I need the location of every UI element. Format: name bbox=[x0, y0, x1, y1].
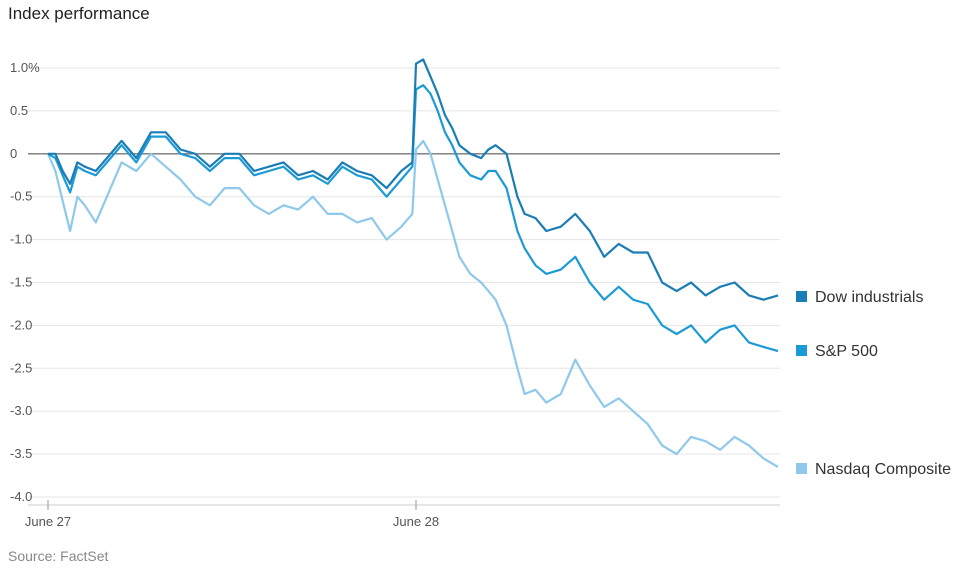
y-tick-label: -4.0 bbox=[10, 489, 32, 504]
y-tick-label: 0.5 bbox=[10, 103, 28, 118]
y-tick-label: 1.0% bbox=[10, 60, 40, 75]
y-axis-ticks: 1.0% 0.5 0 -0.5 -1.0 -1.5 -2.0 -2.5 -3.0 -3.5 -4.0 bbox=[10, 60, 40, 504]
source-note: Source: FactSet bbox=[8, 548, 109, 564]
legend: Dow industrials S&P 500 Nasdaq Composite bbox=[796, 289, 951, 478]
y-tick-label: 0 bbox=[10, 146, 17, 161]
series-line-s-p-500 bbox=[47, 84, 779, 353]
legend-swatch bbox=[796, 463, 807, 474]
series-line-nasdaq-composite bbox=[46, 139, 779, 468]
legend-swatch bbox=[796, 345, 807, 356]
x-tick-label: June 28 bbox=[393, 514, 439, 529]
y-tick-label: -3.5 bbox=[10, 446, 32, 461]
y-tick-label: -2.0 bbox=[10, 317, 32, 332]
y-tick-label: -1.0 bbox=[10, 232, 32, 247]
y-tick-label: -0.5 bbox=[10, 189, 32, 204]
legend-swatch bbox=[796, 291, 807, 302]
y-tick-label: -3.0 bbox=[10, 403, 32, 418]
legend-label: S&P 500 bbox=[815, 343, 878, 360]
chart-title: Index performance bbox=[8, 4, 150, 23]
y-tick-label: -1.5 bbox=[10, 275, 32, 290]
x-tick-label: June 27 bbox=[25, 514, 71, 529]
legend-label: Nasdaq Composite bbox=[815, 461, 951, 478]
series-line-dow-industrials bbox=[48, 58, 779, 301]
x-axis-ticks: June 27 June 28 bbox=[25, 500, 439, 529]
series-lines bbox=[46, 58, 779, 468]
legend-label: Dow industrials bbox=[815, 289, 923, 306]
y-tick-label: -2.5 bbox=[10, 360, 32, 375]
grid-lines bbox=[28, 67, 780, 506]
